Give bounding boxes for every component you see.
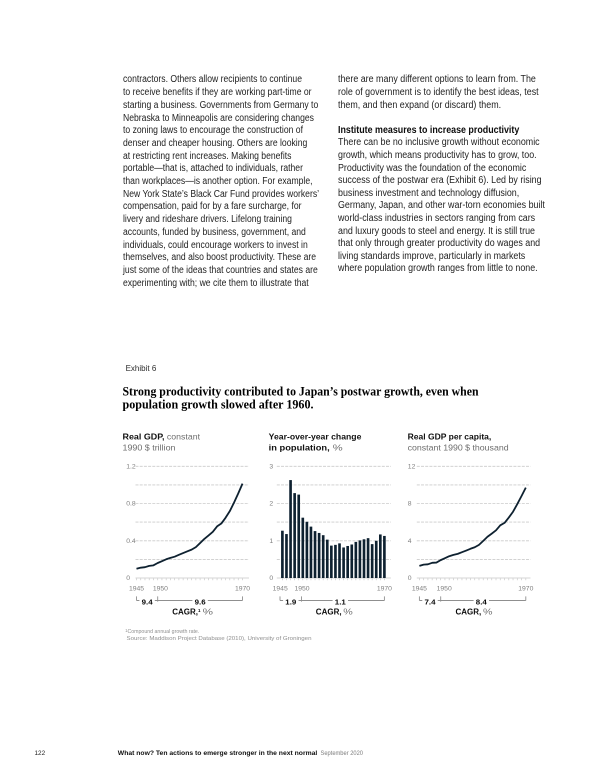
svg-text:0.4: 0.4 xyxy=(126,538,136,545)
svg-text:3: 3 xyxy=(269,464,273,471)
svg-text:12: 12 xyxy=(408,464,416,471)
svg-text:1: 1 xyxy=(269,538,273,545)
svg-text:1990 $ trillion: 1990 $ trillion xyxy=(123,443,176,453)
svg-text:1.2: 1.2 xyxy=(126,464,136,471)
svg-text:1950: 1950 xyxy=(437,585,452,592)
svg-text:in population, %: in population, % xyxy=(269,443,344,453)
svg-text:September 2020: September 2020 xyxy=(321,750,364,757)
svg-text:1945: 1945 xyxy=(273,585,288,592)
svg-text:Real GDP per capita,: Real GDP per capita, xyxy=(408,432,492,442)
svg-text:1.9: 1.9 xyxy=(285,600,296,607)
svg-text:9.6: 9.6 xyxy=(195,600,206,607)
svg-text:1Compound annual growth rate.: 1Compound annual growth rate. xyxy=(125,628,199,635)
svg-text:constant 1990 $ thousand: constant 1990 $ thousand xyxy=(408,443,509,453)
svg-text:122: 122 xyxy=(35,750,46,757)
svg-text:1970: 1970 xyxy=(235,585,250,592)
svg-text:0: 0 xyxy=(126,575,130,582)
svg-text:What now? Ten actions to emerg: What now? Ten actions to emerge stronger… xyxy=(118,750,318,757)
svg-text:CAGR,%: CAGR,% xyxy=(316,607,353,616)
svg-text:CAGR,1%: CAGR,1% xyxy=(172,607,213,616)
svg-text:8.4: 8.4 xyxy=(476,600,487,607)
svg-text:0: 0 xyxy=(269,575,273,582)
svg-text:2: 2 xyxy=(269,501,273,508)
svg-text:Real GDP, constant: Real GDP, constant xyxy=(123,432,201,442)
svg-text:Strong productivity contribute: Strong productivity contributed to Japan… xyxy=(123,384,480,399)
svg-text:1950: 1950 xyxy=(153,585,168,592)
svg-text:Source: Maddison Project Datab: Source: Maddison Project Database (2010)… xyxy=(127,636,312,642)
svg-text:Exhibit 6: Exhibit 6 xyxy=(126,364,157,373)
svg-text:9.4: 9.4 xyxy=(142,600,153,607)
svg-text:0.8: 0.8 xyxy=(126,501,136,508)
svg-text:1945: 1945 xyxy=(129,585,144,592)
svg-text:1.1: 1.1 xyxy=(335,600,346,607)
svg-text:CAGR,%: CAGR,% xyxy=(456,607,493,616)
svg-text:7.4: 7.4 xyxy=(425,600,436,607)
svg-text:1970: 1970 xyxy=(377,585,392,592)
svg-text:Year-over-year change: Year-over-year change xyxy=(269,432,362,442)
svg-text:8: 8 xyxy=(408,501,412,508)
svg-text:4: 4 xyxy=(408,538,412,545)
svg-text:1970: 1970 xyxy=(518,585,533,592)
svg-text:0: 0 xyxy=(408,575,412,582)
svg-text:1945: 1945 xyxy=(412,585,427,592)
svg-text:population growth slowed after: population growth slowed after 1960. xyxy=(123,397,314,412)
svg-text:1950: 1950 xyxy=(294,585,309,592)
